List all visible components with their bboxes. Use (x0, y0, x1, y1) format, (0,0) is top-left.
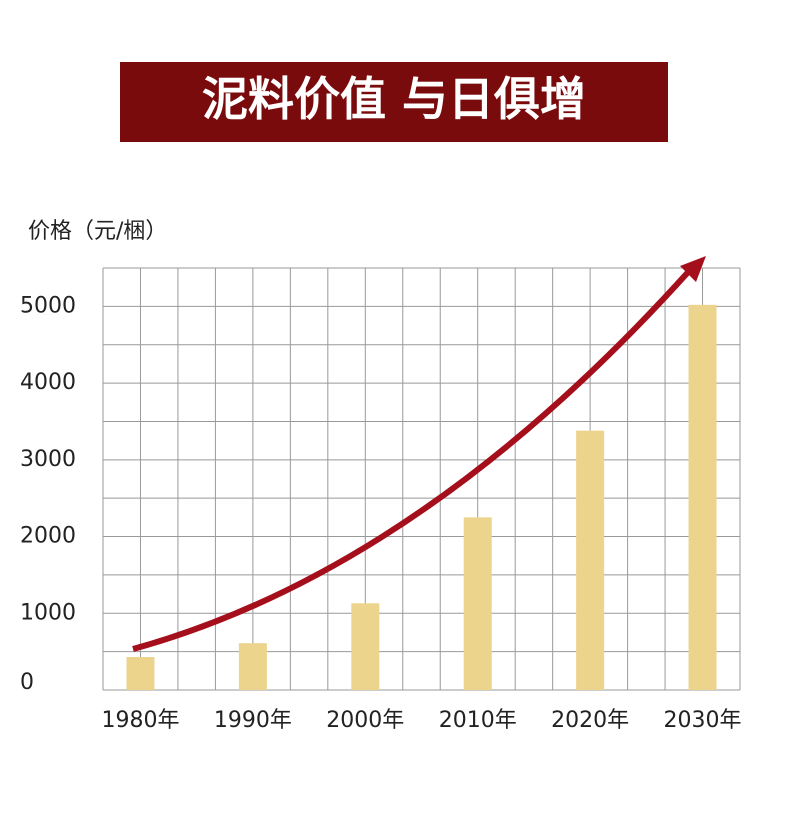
y-axis-label: 价格（元/梱） (28, 219, 167, 244)
x-tick-label: 1980年 (101, 708, 179, 733)
bar (688, 304, 717, 690)
chart-title: 泥料价值 与日俱增 (202, 72, 586, 126)
title-banner (120, 62, 668, 142)
y-tick-label: 5000 (20, 293, 76, 318)
y-tick-label: 2000 (20, 524, 76, 549)
bar (351, 603, 380, 690)
arrow-head (680, 256, 706, 282)
x-tick-label: 2020年 (551, 708, 629, 733)
x-tick-label: 2030年 (664, 708, 742, 733)
bar (576, 430, 605, 690)
x-tick-label: 1990年 (214, 708, 292, 733)
trend-arrow (132, 267, 693, 652)
bar (126, 657, 155, 690)
y-tick-label: 0 (20, 670, 34, 695)
x-tick-label: 2010年 (439, 708, 517, 733)
bar (238, 643, 267, 690)
y-tick-label: 4000 (20, 370, 76, 395)
x-tick-label: 2000年 (326, 708, 404, 733)
bar (463, 517, 492, 690)
y-tick-label: 1000 (20, 600, 76, 625)
y-tick-label: 3000 (20, 447, 76, 472)
